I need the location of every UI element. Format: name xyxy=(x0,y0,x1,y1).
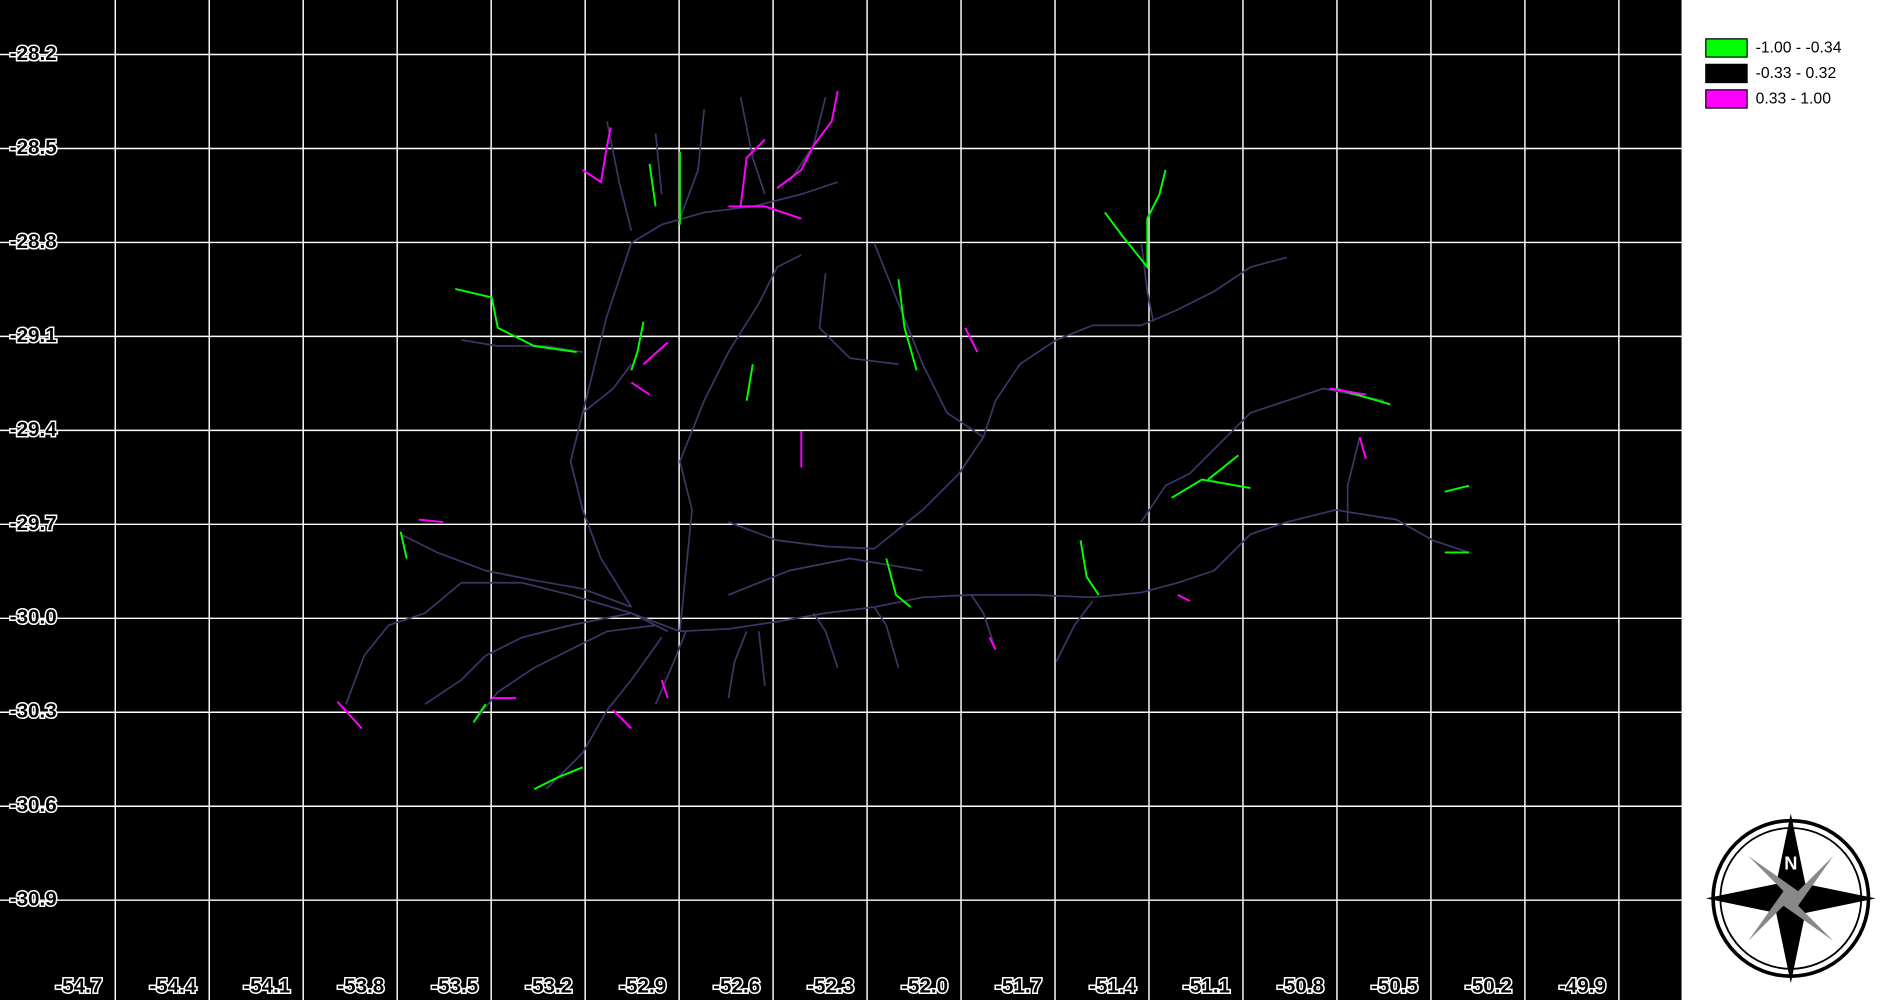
x-tick-label: -50.8 xyxy=(1277,975,1324,998)
x-tick-label: -53.5 xyxy=(431,975,478,998)
map-background xyxy=(0,0,1682,1000)
y-tick-label: -28.8 xyxy=(10,230,57,253)
legend-label: -0.33 - 0.32 xyxy=(1756,65,1837,82)
river xyxy=(679,254,802,632)
x-tick-label: -52.3 xyxy=(807,975,854,998)
y-tick-label: -29.1 xyxy=(10,324,57,347)
river xyxy=(654,631,687,705)
legend: -1.00 - -0.34 -0.33 - 0.32 0.33 - 1.00 xyxy=(1705,38,1842,109)
graticule xyxy=(0,0,1682,1000)
x-tick-label: -52.0 xyxy=(901,975,948,998)
river xyxy=(461,339,633,414)
legend-swatch xyxy=(1705,89,1748,109)
y-tick-label: -29.7 xyxy=(10,512,57,535)
river xyxy=(727,612,839,699)
y-tick-label: -30.6 xyxy=(10,794,57,817)
y-tick-label: -28.5 xyxy=(10,136,57,159)
x-tick-label: -52.9 xyxy=(619,975,666,998)
x-tick-label: -53.8 xyxy=(337,975,384,998)
river xyxy=(728,242,1155,596)
x-tick-label: -54.1 xyxy=(243,975,290,998)
river xyxy=(424,612,669,705)
x-tick-label: -49.9 xyxy=(1559,975,1606,998)
compass-north: N xyxy=(1784,853,1797,873)
x-tick-label: -53.2 xyxy=(525,975,572,998)
compass-star xyxy=(1748,855,1834,941)
x-tick-label: -54.4 xyxy=(149,975,197,998)
y-tick-label: -30.0 xyxy=(10,606,57,629)
river xyxy=(545,636,663,790)
river xyxy=(400,533,632,608)
river xyxy=(345,509,1470,705)
x-tick-label: -52.6 xyxy=(713,975,760,998)
legend-label: -1.00 - -0.34 xyxy=(1756,40,1842,57)
river xyxy=(472,624,656,723)
river-segment xyxy=(336,90,1367,730)
river-segment xyxy=(399,151,1470,791)
river xyxy=(818,242,984,438)
y-tick-label: -30.3 xyxy=(10,700,57,723)
river xyxy=(569,181,838,608)
river-network xyxy=(336,90,1470,791)
legend-swatch xyxy=(1705,38,1748,58)
river xyxy=(1140,387,1385,523)
x-tick-label: -50.2 xyxy=(1465,975,1512,998)
legend-swatch xyxy=(1705,63,1748,84)
y-tick-label: -30.9 xyxy=(10,888,57,911)
river xyxy=(606,96,827,231)
x-tick-label: -54.7 xyxy=(55,975,102,998)
x-tick-label: -51.1 xyxy=(1183,975,1230,998)
x-tick-label: -50.5 xyxy=(1371,975,1418,998)
x-tick-label: -51.7 xyxy=(995,975,1042,998)
river xyxy=(873,594,1094,668)
y-tick-label: -28.2 xyxy=(10,42,57,65)
legend-label: 0.33 - 1.00 xyxy=(1756,91,1832,108)
compass: N xyxy=(1705,813,1876,984)
y-tick-label: -29.4 xyxy=(10,418,58,441)
axis-labels: -54.7 -54.4 -54.1 -53.8 -53.5 -53.2 -52.9 -52.6… xyxy=(8,40,1607,999)
river xyxy=(728,256,1288,550)
x-tick-label: -51.4 xyxy=(1089,975,1137,998)
